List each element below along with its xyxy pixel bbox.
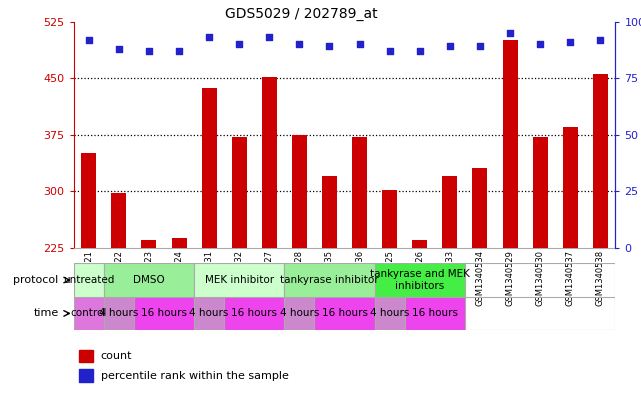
Bar (285, 297, 315, 330)
Bar (472, 169, 487, 248)
Bar (104, 297, 134, 330)
Bar (563, 127, 578, 248)
Point (354, 41, 365, 47)
Text: MEK inhibitor: MEK inhibitor (204, 275, 274, 285)
Text: 4 hours: 4 hours (279, 309, 319, 318)
Point (595, 37, 606, 43)
Text: time: time (33, 309, 59, 318)
Bar (224, 297, 285, 330)
Bar (134, 297, 194, 330)
Bar (262, 77, 277, 248)
Point (234, 41, 244, 47)
Point (83, 37, 94, 43)
Bar (404, 297, 465, 330)
Bar (292, 134, 307, 248)
Text: 16 hours: 16 hours (141, 309, 187, 318)
Text: 16 hours: 16 hours (412, 309, 458, 318)
Point (264, 34, 274, 40)
Point (174, 48, 184, 54)
Text: protocol: protocol (13, 275, 59, 285)
Point (445, 43, 455, 50)
Text: percentile rank within the sample: percentile rank within the sample (101, 371, 288, 381)
Bar (172, 238, 187, 248)
Bar (202, 88, 217, 248)
Bar (194, 263, 285, 297)
Point (505, 30, 515, 36)
Point (113, 46, 124, 52)
Bar (382, 189, 397, 248)
Text: 4 hours: 4 hours (99, 309, 138, 318)
Text: count: count (101, 351, 132, 361)
Bar (442, 176, 458, 248)
Text: 16 hours: 16 hours (322, 309, 367, 318)
Point (415, 48, 425, 54)
Text: tankyrase inhibitor: tankyrase inhibitor (280, 275, 379, 285)
Text: untreated: untreated (63, 275, 115, 285)
Point (204, 34, 214, 40)
Bar (231, 137, 247, 248)
Bar (74, 297, 104, 330)
Bar (352, 137, 367, 248)
Bar (194, 297, 224, 330)
Bar (285, 263, 374, 297)
Bar (593, 74, 608, 248)
Bar (74, 263, 104, 297)
Bar (142, 240, 156, 248)
Point (324, 43, 335, 50)
Bar (79, 350, 93, 362)
Point (475, 43, 485, 50)
Text: 4 hours: 4 hours (190, 309, 229, 318)
Bar (79, 369, 93, 382)
Point (294, 41, 304, 47)
Text: DMSO: DMSO (133, 275, 165, 285)
Bar (374, 297, 404, 330)
Bar (533, 137, 547, 248)
Title: GDS5029 / 202789_at: GDS5029 / 202789_at (225, 7, 378, 20)
Bar (374, 263, 465, 297)
Bar (412, 240, 428, 248)
Bar (315, 297, 374, 330)
Point (385, 48, 395, 54)
Text: 4 hours: 4 hours (370, 309, 410, 318)
Bar (112, 193, 126, 248)
Text: control: control (71, 309, 107, 318)
Point (565, 39, 576, 45)
Point (535, 41, 545, 47)
Point (144, 48, 154, 54)
Bar (322, 176, 337, 248)
Text: tankyrase and MEK
inhibitors: tankyrase and MEK inhibitors (370, 269, 470, 291)
Bar (503, 40, 517, 248)
Bar (81, 153, 96, 248)
Text: 16 hours: 16 hours (231, 309, 278, 318)
Bar (104, 263, 194, 297)
